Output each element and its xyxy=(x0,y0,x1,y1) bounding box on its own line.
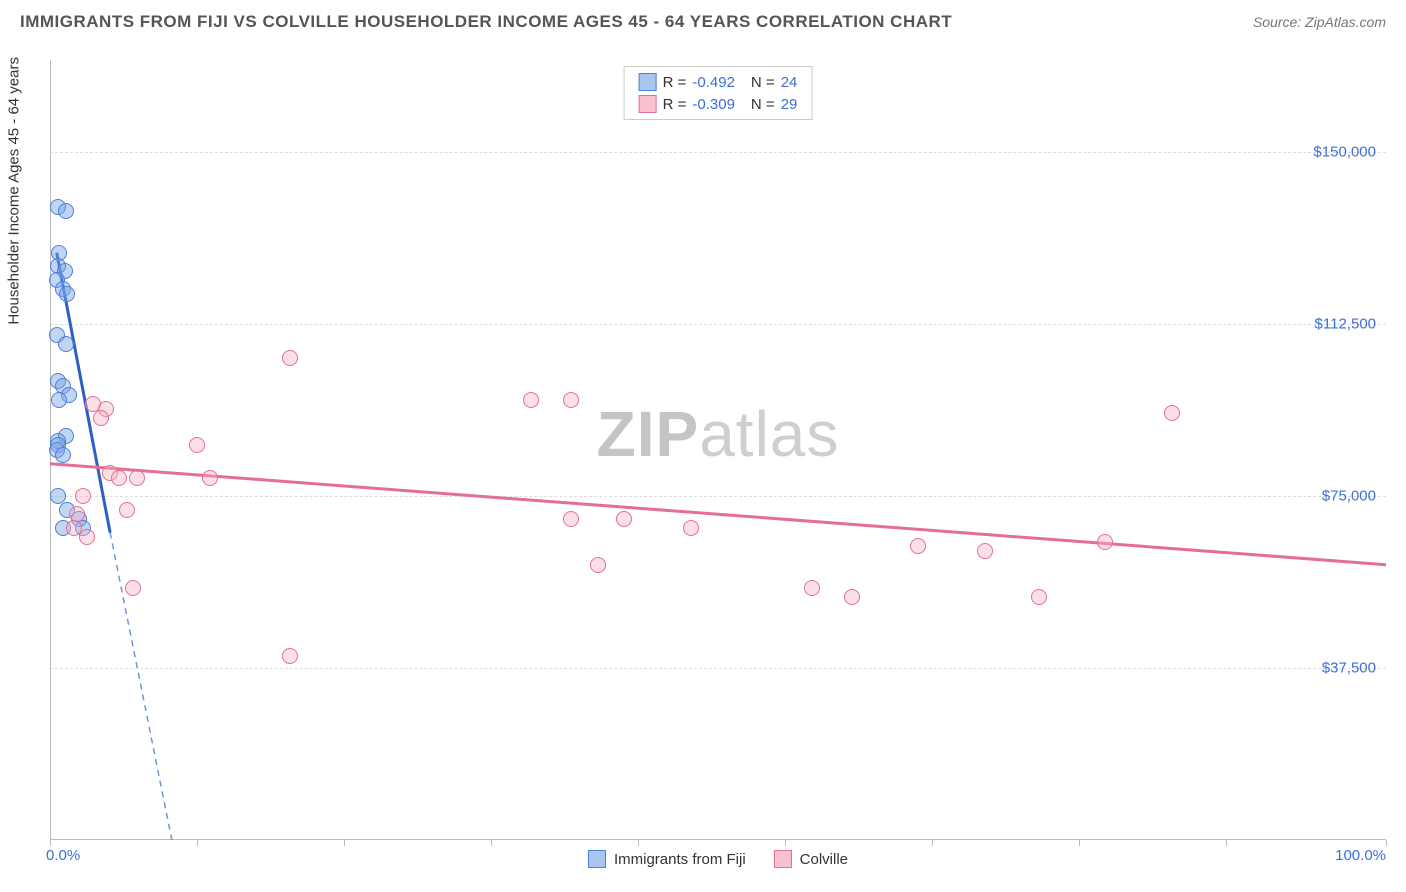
data-point xyxy=(55,447,71,463)
y-axis-label: Householder Income Ages 45 - 64 years xyxy=(6,57,23,325)
legend-series-label: Immigrants from Fiji xyxy=(614,851,746,868)
chart-source: Source: ZipAtlas.com xyxy=(1253,14,1386,30)
data-point xyxy=(125,580,141,596)
trend-lines xyxy=(50,60,1386,840)
n-label: N = xyxy=(751,74,775,91)
data-point xyxy=(119,502,135,518)
chart-area: Householder Income Ages 45 - 64 years ZI… xyxy=(50,60,1386,840)
watermark: ZIPatlas xyxy=(597,397,840,471)
data-point xyxy=(75,488,91,504)
gridline xyxy=(50,496,1386,497)
legend-series: Immigrants from Fiji Colville xyxy=(588,850,848,868)
y-tick-label: $37,500 xyxy=(1322,659,1376,676)
data-point xyxy=(1097,534,1113,550)
data-point xyxy=(1164,405,1180,421)
x-tick xyxy=(932,840,933,846)
data-point xyxy=(59,286,75,302)
legend-correlation: R = -0.492 N = 24 R = -0.309 N = 29 xyxy=(624,66,813,120)
data-point xyxy=(111,470,127,486)
r-label: R = xyxy=(663,74,687,91)
y-tick-label: $150,000 xyxy=(1313,143,1376,160)
r-value: -0.309 xyxy=(692,96,735,113)
x-axis-max-label: 100.0% xyxy=(1335,847,1386,864)
data-point xyxy=(58,336,74,352)
x-tick xyxy=(1079,840,1080,846)
data-point xyxy=(910,538,926,554)
trend-line xyxy=(110,533,190,840)
chart-title: IMMIGRANTS FROM FIJI VS COLVILLE HOUSEHO… xyxy=(20,12,952,32)
r-label: R = xyxy=(663,96,687,113)
legend-swatch xyxy=(588,850,606,868)
n-value: 29 xyxy=(781,96,798,113)
legend-series-item: Colville xyxy=(774,850,848,868)
y-tick-label: $75,000 xyxy=(1322,487,1376,504)
x-tick xyxy=(344,840,345,846)
gridline xyxy=(50,668,1386,669)
gridline xyxy=(50,324,1386,325)
data-point xyxy=(129,470,145,486)
data-point xyxy=(1031,589,1047,605)
data-point xyxy=(282,350,298,366)
gridline xyxy=(50,152,1386,153)
data-point xyxy=(804,580,820,596)
watermark-bold: ZIP xyxy=(597,398,700,470)
data-point xyxy=(282,648,298,664)
x-tick xyxy=(638,840,639,846)
data-point xyxy=(563,511,579,527)
data-point xyxy=(844,589,860,605)
watermark-rest: atlas xyxy=(699,398,839,470)
x-tick xyxy=(785,840,786,846)
legend-swatch xyxy=(639,73,657,91)
data-point xyxy=(683,520,699,536)
legend-correlation-row: R = -0.309 N = 29 xyxy=(639,93,798,115)
trend-line xyxy=(50,464,1386,565)
n-label: N = xyxy=(751,96,775,113)
legend-series-item: Immigrants from Fiji xyxy=(588,850,746,868)
data-point xyxy=(51,392,67,408)
data-point xyxy=(79,529,95,545)
n-value: 24 xyxy=(781,74,798,91)
data-point xyxy=(563,392,579,408)
x-tick xyxy=(197,840,198,846)
legend-correlation-row: R = -0.492 N = 24 xyxy=(639,71,798,93)
data-point xyxy=(202,470,218,486)
data-point xyxy=(616,511,632,527)
r-value: -0.492 xyxy=(692,74,735,91)
y-tick-label: $112,500 xyxy=(1315,315,1376,332)
data-point xyxy=(189,437,205,453)
data-point xyxy=(69,506,85,522)
data-point xyxy=(58,203,74,219)
legend-swatch xyxy=(639,95,657,113)
data-point xyxy=(977,543,993,559)
legend-series-label: Colville xyxy=(800,851,848,868)
data-point xyxy=(590,557,606,573)
x-axis-min-label: 0.0% xyxy=(46,847,80,864)
x-axis-line xyxy=(50,839,1386,840)
x-tick xyxy=(1386,840,1387,846)
data-point xyxy=(523,392,539,408)
x-tick xyxy=(50,840,51,846)
legend-swatch xyxy=(774,850,792,868)
x-tick xyxy=(491,840,492,846)
data-point xyxy=(93,410,109,426)
x-tick xyxy=(1226,840,1227,846)
